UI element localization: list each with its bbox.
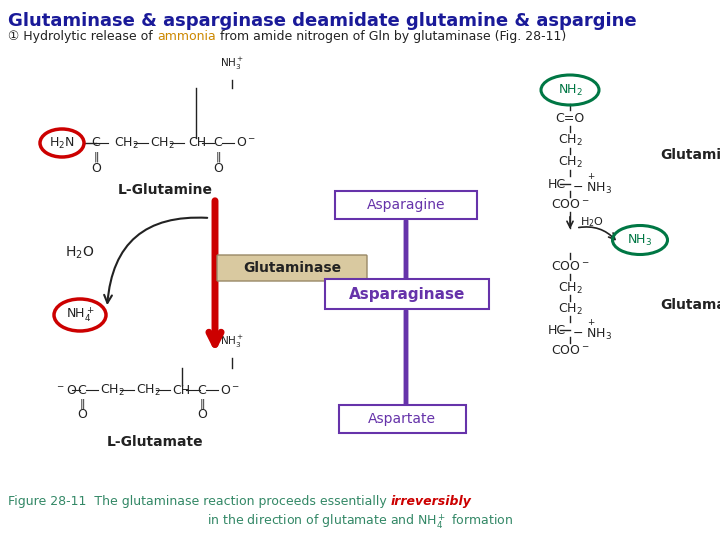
- Text: $\|$: $\|$: [199, 397, 205, 411]
- Text: HC: HC: [548, 323, 566, 336]
- Text: O$^-$: O$^-$: [220, 383, 240, 396]
- Text: C: C: [214, 137, 222, 150]
- Text: COO$^-$: COO$^-$: [551, 199, 589, 212]
- Text: Asparagine: Asparagine: [366, 198, 445, 212]
- Text: NH$_2$: NH$_2$: [557, 83, 582, 98]
- Text: from amide nitrogen of Gln by glutaminase (Fig. 28-11): from amide nitrogen of Gln by glutaminas…: [215, 30, 566, 43]
- Text: C=O: C=O: [555, 111, 585, 125]
- Text: CH: CH: [188, 137, 206, 150]
- Text: Glutaminase & asparginase deamidate glutamine & aspargine: Glutaminase & asparginase deamidate glut…: [8, 12, 636, 30]
- Text: $\|$: $\|$: [93, 150, 99, 164]
- Text: Asparaginase: Asparaginase: [348, 287, 465, 301]
- Text: ① Hydrolytic release of: ① Hydrolytic release of: [8, 30, 157, 43]
- Text: $^-$O: $^-$O: [55, 383, 77, 396]
- Text: O: O: [77, 408, 87, 422]
- FancyBboxPatch shape: [325, 279, 489, 309]
- Text: C: C: [197, 383, 207, 396]
- Text: O: O: [91, 161, 101, 174]
- FancyBboxPatch shape: [339, 405, 466, 433]
- Text: CH$_2$: CH$_2$: [114, 136, 139, 151]
- Text: COO$^-$: COO$^-$: [551, 260, 589, 273]
- Text: Glutamate: Glutamate: [660, 298, 720, 312]
- Text: $-$ $\overset{+}{\rm N}$H$_3$: $-$ $\overset{+}{\rm N}$H$_3$: [572, 172, 612, 196]
- Text: Aspartate: Aspartate: [368, 412, 436, 426]
- Text: CH$_2$: CH$_2$: [557, 280, 582, 295]
- Text: H$_2$O: H$_2$O: [580, 215, 604, 229]
- Text: NH$_3^+$: NH$_3^+$: [220, 56, 244, 72]
- Text: CH$_2$: CH$_2$: [100, 382, 125, 397]
- Text: C: C: [91, 137, 100, 150]
- Text: $\|$: $\|$: [215, 150, 221, 164]
- Text: Glutamine: Glutamine: [660, 148, 720, 162]
- Text: H$_2$N: H$_2$N: [49, 136, 75, 151]
- Text: L-Glutamine: L-Glutamine: [117, 183, 212, 197]
- Text: NH$_3^+$: NH$_3^+$: [220, 334, 244, 350]
- Text: H$_2$O: H$_2$O: [66, 245, 94, 261]
- Text: CH$_2$: CH$_2$: [557, 132, 582, 147]
- Text: CH$_2$: CH$_2$: [557, 301, 582, 316]
- Text: $-$ $\overset{+}{\rm N}$H$_3$: $-$ $\overset{+}{\rm N}$H$_3$: [572, 318, 612, 342]
- Text: O$^-$: O$^-$: [236, 137, 256, 150]
- Text: L-Glutamate: L-Glutamate: [107, 435, 203, 449]
- Text: CH$_2$: CH$_2$: [136, 382, 161, 397]
- Text: ammonia: ammonia: [157, 30, 215, 43]
- FancyBboxPatch shape: [335, 191, 477, 219]
- Text: NH$_3$: NH$_3$: [627, 232, 652, 247]
- Text: irreversibly: irreversibly: [391, 495, 472, 508]
- Text: in the direction of glutamate and NH$_4^+$ formation: in the direction of glutamate and NH$_4^…: [207, 512, 513, 531]
- Text: NH$_4^+$: NH$_4^+$: [66, 306, 94, 325]
- Text: HC: HC: [548, 178, 566, 191]
- FancyBboxPatch shape: [217, 255, 367, 281]
- Text: CH$_2$: CH$_2$: [557, 154, 582, 170]
- Text: CH: CH: [172, 383, 190, 396]
- Text: O: O: [197, 408, 207, 422]
- Text: Glutaminase: Glutaminase: [243, 261, 341, 275]
- Text: Figure 28-11  The glutaminase reaction proceeds essentially: Figure 28-11 The glutaminase reaction pr…: [8, 495, 391, 508]
- Text: COO$^-$: COO$^-$: [551, 345, 589, 357]
- Text: O: O: [213, 161, 223, 174]
- Text: $\|$: $\|$: [79, 397, 85, 411]
- Text: CH$_2$: CH$_2$: [150, 136, 175, 151]
- Text: C: C: [78, 383, 86, 396]
